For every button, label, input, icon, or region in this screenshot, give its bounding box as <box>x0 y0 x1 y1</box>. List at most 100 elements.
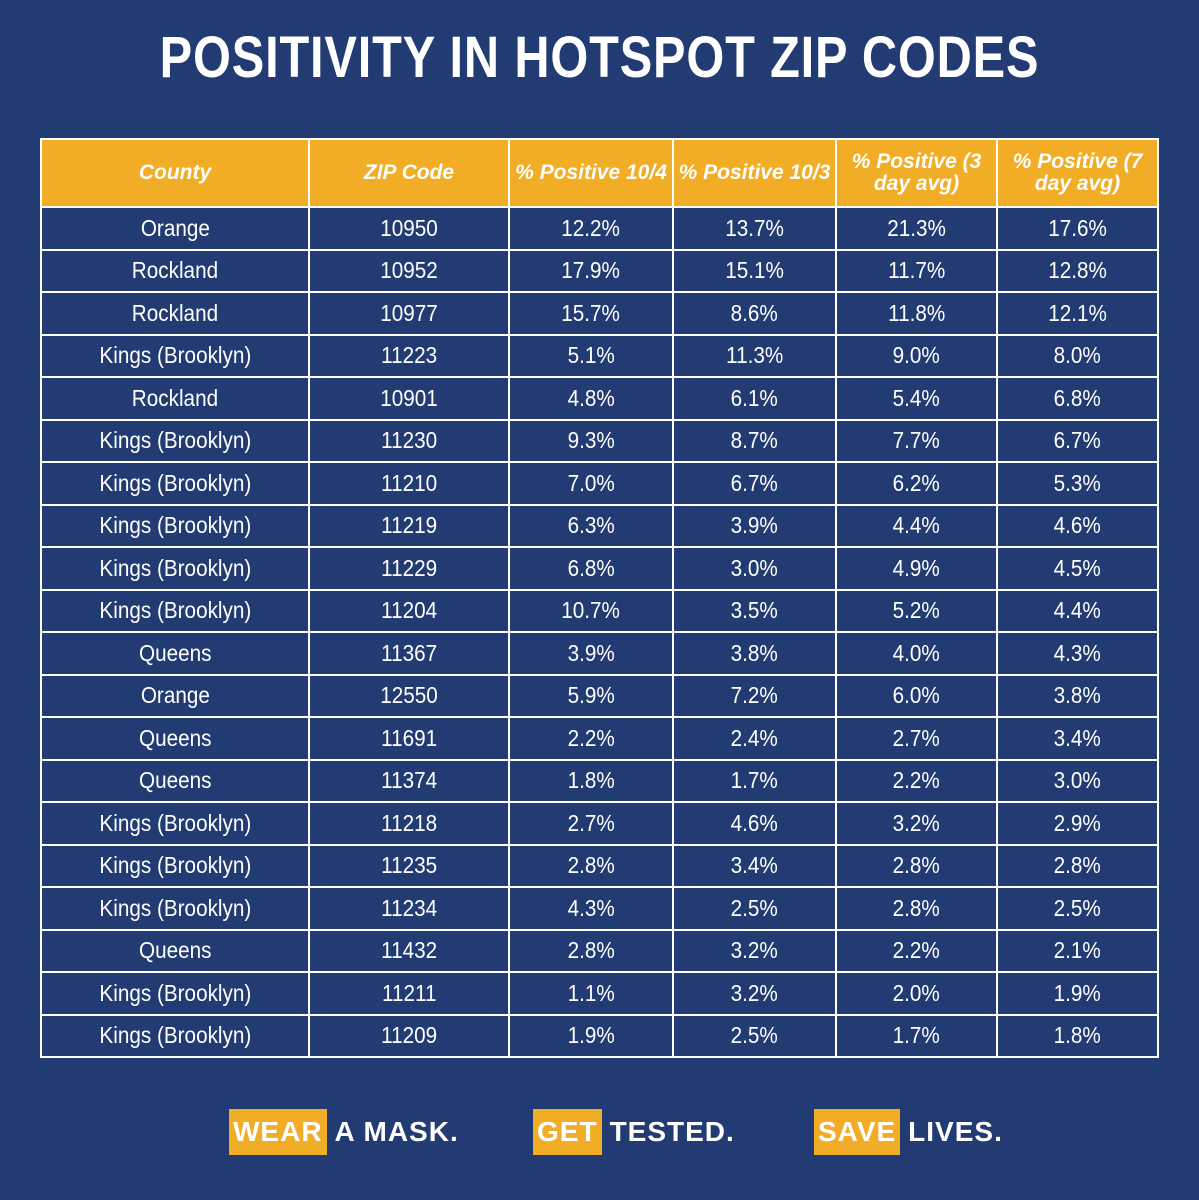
positive-10-3-cell: 6.7% <box>672 461 837 506</box>
county-cell: Kings (Brooklyn) <box>40 1013 310 1058</box>
cell-value: 6.8% <box>1053 384 1102 411</box>
zip-code-cell: 11432 <box>308 928 510 973</box>
cell-value: 11.7% <box>887 257 946 284</box>
cell-value: 3.8% <box>1053 682 1102 709</box>
zip-code-cell: 10901 <box>308 376 510 421</box>
positive-3-day-avg-cell: 2.8% <box>835 886 998 931</box>
table-row: Kings (Brooklyn) 11223 5.1% 11.3% 9.0% 8.0% <box>40 333 1159 378</box>
positive-3-day-avg-cell: 5.4% <box>835 376 998 421</box>
zip-code-cell: 11234 <box>308 886 510 931</box>
cell-value: Rockland <box>131 257 219 284</box>
county-cell: Kings (Brooklyn) <box>40 588 310 633</box>
cell-value: 6.7% <box>1053 427 1102 454</box>
positive-10-4-cell: 5.9% <box>508 673 674 718</box>
cell-value: 8.7% <box>730 427 779 454</box>
cell-value: 3.5% <box>730 597 779 624</box>
cell-value: 9.3% <box>567 427 615 454</box>
positive-10-3-cell: 3.0% <box>672 546 837 591</box>
cell-value: 6.1% <box>730 384 779 411</box>
cell-value: Kings (Brooklyn) <box>99 1022 251 1049</box>
zip-code-cell: 11219 <box>308 503 510 548</box>
cell-value: 8.6% <box>730 299 779 326</box>
cell-value: Queens <box>138 639 212 666</box>
cell-value: 11210 <box>380 469 438 496</box>
cell-value: Kings (Brooklyn) <box>99 512 251 539</box>
positive-7-day-avg-cell: 3.4% <box>996 716 1159 761</box>
cell-value: 2.0% <box>892 979 941 1006</box>
positive-10-4-cell: 9.3% <box>508 418 674 463</box>
positive-10-3-cell: 3.2% <box>672 971 837 1016</box>
zip-code-cell: 12550 <box>308 673 510 718</box>
zip-code-cell: 11691 <box>308 716 510 761</box>
cell-value: 11374 <box>380 767 438 794</box>
county-cell: Kings (Brooklyn) <box>40 843 310 888</box>
footer-slogans: WEAR A MASK. GET TESTED. SAVE LIVES. <box>0 1106 1199 1158</box>
cell-value: 11.3% <box>725 342 784 369</box>
cell-value: 11235 <box>380 852 438 879</box>
slogan-highlight: GET <box>533 1109 602 1155</box>
cell-value: 6.0% <box>892 682 941 709</box>
positive-10-4-cell: 4.3% <box>508 886 674 931</box>
cell-value: 15.1% <box>725 257 784 284</box>
positive-3-day-avg-cell: 7.7% <box>835 418 998 463</box>
header-zip-code: ZIP Code <box>308 138 510 208</box>
zip-code-cell: 11218 <box>308 801 510 846</box>
cell-value: 1.8% <box>567 767 615 794</box>
cell-value: 2.4% <box>730 724 779 751</box>
cell-value: 11211 <box>381 979 437 1006</box>
positive-3-day-avg-cell: 6.0% <box>835 673 998 718</box>
positive-10-3-cell: 3.8% <box>672 631 837 676</box>
positive-10-4-cell: 6.8% <box>508 546 674 591</box>
zip-code-cell: 11204 <box>308 588 510 633</box>
positive-7-day-avg-cell: 4.5% <box>996 546 1159 591</box>
positive-10-3-cell: 3.4% <box>672 843 837 888</box>
positive-7-day-avg-cell: 2.9% <box>996 801 1159 846</box>
cell-value: 4.8% <box>567 384 615 411</box>
cell-value: Orange <box>140 214 210 241</box>
cell-value: 2.5% <box>730 1022 779 1049</box>
cell-value: 11691 <box>380 724 438 751</box>
table-row: Kings (Brooklyn) 11210 7.0% 6.7% 6.2% 5.3% <box>40 461 1159 506</box>
zip-code-cell: 11211 <box>308 971 510 1016</box>
header-positive-7-day-avg: % Positive (7 day avg) <box>996 138 1159 208</box>
cell-value: 3.2% <box>730 979 779 1006</box>
positive-10-4-cell: 4.8% <box>508 376 674 421</box>
table-row: Rockland 10901 4.8% 6.1% 5.4% 6.8% <box>40 376 1159 421</box>
positive-3-day-avg-cell: 11.8% <box>835 291 998 336</box>
table-row: Kings (Brooklyn) 11211 1.1% 3.2% 2.0% 1.9% <box>40 971 1159 1016</box>
cell-value: 12.2% <box>561 214 621 241</box>
positive-10-4-cell: 3.9% <box>508 631 674 676</box>
county-cell: Kings (Brooklyn) <box>40 971 310 1016</box>
table-row: Queens 11691 2.2% 2.4% 2.7% 3.4% <box>40 716 1159 761</box>
cell-value: 5.4% <box>892 384 941 411</box>
county-cell: Rockland <box>40 248 310 293</box>
positive-10-4-cell: 1.1% <box>508 971 674 1016</box>
cell-value: 9.0% <box>892 342 941 369</box>
cell-value: 3.8% <box>730 639 779 666</box>
county-cell: Kings (Brooklyn) <box>40 503 310 548</box>
positive-7-day-avg-cell: 4.6% <box>996 503 1159 548</box>
table-row: Orange 10950 12.2% 13.7% 21.3% 17.6% <box>40 206 1159 251</box>
cell-value: 1.7% <box>892 1022 941 1049</box>
county-cell: Queens <box>40 758 310 803</box>
cell-value: 12.1% <box>1048 299 1107 326</box>
positive-3-day-avg-cell: 4.9% <box>835 546 998 591</box>
cell-value: Rockland <box>131 299 219 326</box>
positive-10-3-cell: 13.7% <box>672 206 837 251</box>
header-county: County <box>40 138 310 208</box>
cell-value: Kings (Brooklyn) <box>99 809 251 836</box>
county-cell: Rockland <box>40 291 310 336</box>
cell-value: 4.4% <box>892 512 941 539</box>
positive-7-day-avg-cell: 5.3% <box>996 461 1159 506</box>
header-positive-10-3: % Positive 10/3 <box>672 138 837 208</box>
table-row: Kings (Brooklyn) 11229 6.8% 3.0% 4.9% 4.5% <box>40 546 1159 591</box>
positive-10-4-cell: 6.3% <box>508 503 674 548</box>
cell-value: 12550 <box>380 682 438 709</box>
positive-10-4-cell: 17.9% <box>508 248 674 293</box>
positive-3-day-avg-cell: 5.2% <box>835 588 998 633</box>
county-cell: Queens <box>40 716 310 761</box>
cell-value: 7.7% <box>892 427 941 454</box>
zip-code-cell: 10977 <box>308 291 510 336</box>
positive-7-day-avg-cell: 4.3% <box>996 631 1159 676</box>
table-row: Kings (Brooklyn) 11235 2.8% 3.4% 2.8% 2.8% <box>40 843 1159 888</box>
